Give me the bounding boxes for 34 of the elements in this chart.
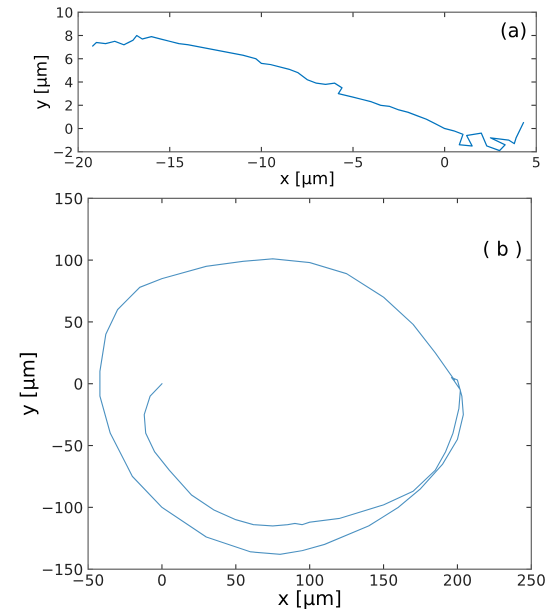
x-tick-label: −5 bbox=[344, 157, 362, 168]
y-tick-label: −100 bbox=[42, 502, 82, 514]
y-tick-label: −2 bbox=[54, 146, 72, 158]
line-series bbox=[99, 258, 464, 555]
y-tick-label: 0 bbox=[74, 378, 82, 390]
x-tick-label: 5 bbox=[532, 157, 540, 168]
x-tick-label: 250 bbox=[518, 574, 545, 586]
y-tick-label: 50 bbox=[64, 316, 82, 328]
y-axis-title: y [μm] bbox=[20, 353, 38, 416]
y-tick-label: 10 bbox=[57, 7, 72, 18]
y-axis-title: y [μm] bbox=[34, 56, 50, 110]
x-tick-label: 200 bbox=[444, 574, 471, 586]
x-axis-title: x [μm] bbox=[280, 171, 334, 188]
x-tick-label: −50 bbox=[74, 574, 104, 586]
x-tick-label: −15 bbox=[156, 157, 184, 168]
y-tick-label: 8 bbox=[65, 30, 72, 41]
y-tick-label: 100 bbox=[56, 254, 82, 266]
x-tick-label: −20 bbox=[64, 156, 92, 168]
y-tick-label: 2 bbox=[65, 100, 72, 111]
x-tick-label: 150 bbox=[370, 574, 398, 586]
y-tick-label: −150 bbox=[42, 564, 82, 576]
y-tick-label: 150 bbox=[56, 192, 82, 204]
y-tick-label: 6 bbox=[65, 54, 72, 64]
x-tick-label: 100 bbox=[296, 574, 324, 586]
x-tick-label: −10 bbox=[248, 156, 276, 168]
y-tick-label: 0 bbox=[65, 123, 72, 134]
x-tick-label: 50 bbox=[227, 574, 245, 586]
x-tick-label: 0 bbox=[158, 574, 166, 586]
y-tick-label: 4 bbox=[65, 77, 72, 88]
annotation: (a) bbox=[502, 22, 526, 40]
x-axis-title: x [μm] bbox=[278, 590, 340, 610]
y-tick-label: −50 bbox=[52, 440, 82, 452]
annotation: ( b ) bbox=[484, 240, 521, 258]
x-tick-label: 0 bbox=[441, 156, 448, 168]
